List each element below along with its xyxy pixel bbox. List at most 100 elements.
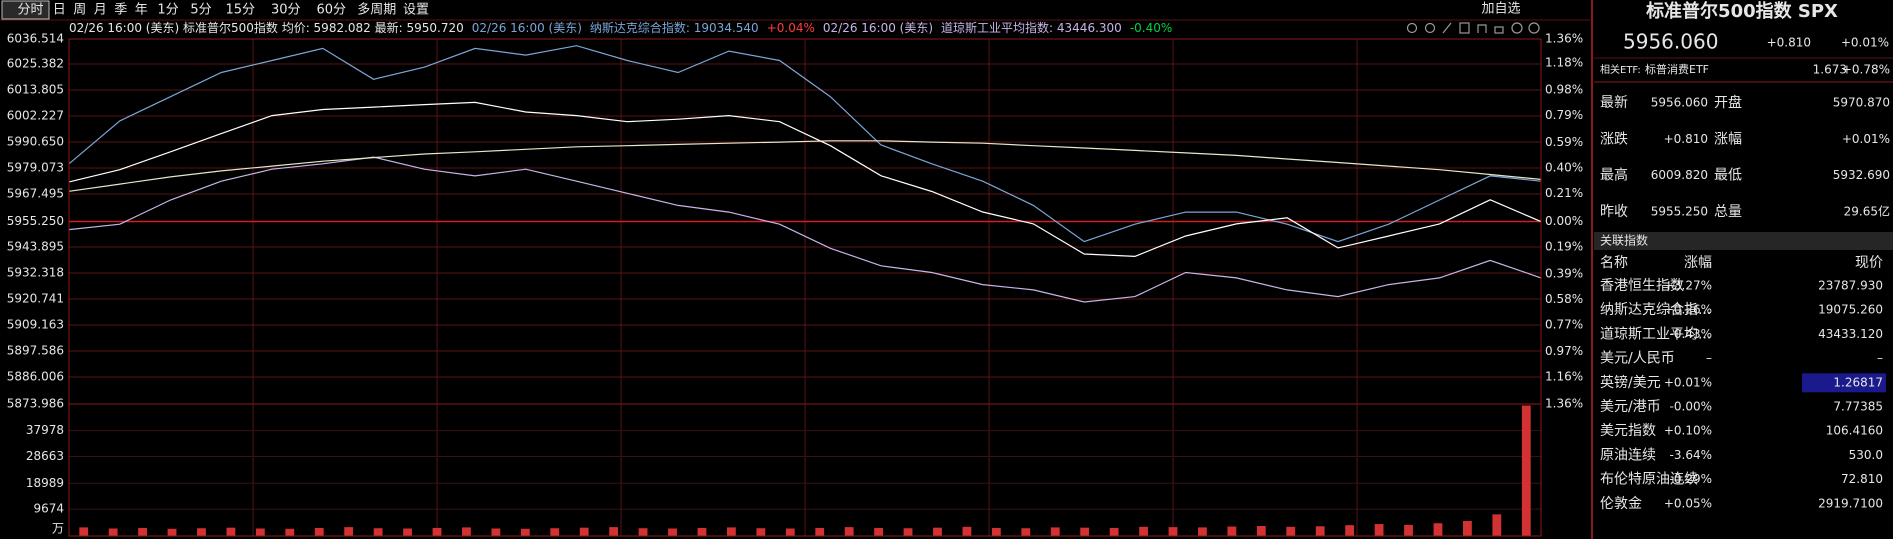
y2-tick-label: 0.21%: [1545, 186, 1583, 200]
tool-icon[interactable]: [1477, 24, 1487, 33]
volume-tick-label: 28663: [26, 449, 64, 463]
tool-icon[interactable]: [1494, 26, 1504, 34]
info-item: +0.04%: [767, 21, 815, 35]
index-name[interactable]: 美元/人民币: [1600, 351, 1675, 367]
index-name[interactable]: 布伦特原油连续: [1600, 471, 1698, 488]
y-tick-label: 5990.650: [7, 134, 64, 148]
y-tick-label: 6036.514: [7, 32, 64, 46]
volume-bar: [462, 527, 471, 536]
info-bar: 02/26 16:00 (美东) 标准普尔500指数 均价: 5982.082 …: [69, 20, 1172, 35]
tab[interactable]: 60分: [316, 3, 346, 18]
tool-icon[interactable]: [1442, 22, 1452, 34]
y-tick-label: 6013.805: [7, 82, 64, 96]
y2-tick-label: 0.39%: [1545, 266, 1583, 280]
index-name[interactable]: 美元/港币: [1600, 399, 1661, 415]
index-name[interactable]: 美元指数: [1600, 423, 1656, 439]
info-item: 02/26 16:00 (美东): [823, 21, 933, 35]
tab[interactable]: 5分: [190, 3, 211, 18]
volume-bar: [1080, 527, 1090, 536]
volume-bar: [962, 526, 972, 536]
y2-tick-label: 0.58%: [1545, 292, 1583, 306]
column-header: 涨幅: [1684, 255, 1712, 271]
index-name[interactable]: 香港恒生指数: [1600, 278, 1684, 294]
tool-icon[interactable]: [1528, 22, 1540, 34]
index-price: 72.810: [1841, 472, 1883, 486]
volume-bar: [1198, 527, 1207, 536]
y2-tick-label: 1.36%: [1545, 397, 1583, 411]
volume-unit: 万: [52, 522, 64, 536]
tool-icon[interactable]: [1406, 22, 1418, 34]
volume-bar: [108, 528, 118, 536]
stat-label: 总量: [1714, 204, 1742, 220]
volume-bar: [344, 527, 354, 536]
volume-bar: [785, 528, 795, 536]
y2-tick-label: 1.18%: [1545, 56, 1583, 70]
stat-value: 5932.690: [1833, 168, 1890, 182]
volume-bar: [697, 527, 707, 536]
add-watchlist[interactable]: 加自选: [1481, 2, 1520, 17]
volume-bar: [403, 528, 412, 536]
tool-icon[interactable]: [1511, 22, 1523, 34]
stat-value: 6009.820: [1651, 168, 1708, 182]
index-name[interactable]: 道琼斯工业平均...: [1600, 326, 1711, 342]
tab[interactable]: 设置: [403, 3, 429, 18]
volume-bar: [815, 527, 825, 536]
volume-bar: [520, 528, 530, 536]
volume-bar: [138, 527, 148, 536]
tab-active-bg: [1, 0, 50, 20]
volume-bar: [1286, 526, 1296, 536]
y2-tick-label: 0.00%: [1545, 214, 1583, 228]
tab[interactable]: 季: [114, 3, 127, 18]
y-tick-label: 6002.227: [7, 109, 64, 123]
tab[interactable]: 分时: [17, 3, 43, 18]
info-item: 道琼斯工业平均指数: 43446.300: [941, 20, 1122, 35]
volume-bar: [1404, 524, 1413, 536]
tool-icon[interactable]: [1459, 22, 1470, 34]
tab[interactable]: 年: [135, 3, 148, 18]
index-price: 43433.120: [1818, 327, 1883, 341]
volume-bar: [874, 527, 884, 536]
volume-bar: [638, 528, 648, 536]
info-item: 纳斯达克综合指数: 19034.540: [590, 20, 759, 35]
row-highlight: [1802, 373, 1886, 393]
tab[interactable]: 15分: [225, 3, 255, 18]
y2-tick-label: 0.19%: [1545, 239, 1583, 253]
volume-bar: [933, 527, 942, 536]
index-name[interactable]: 纳斯达克综合指...: [1600, 302, 1711, 318]
volume-bar: [1345, 525, 1355, 536]
tab[interactable]: 月: [94, 3, 107, 18]
index-name[interactable]: 伦敦金: [1600, 496, 1642, 512]
y2-tick-label: 0.79%: [1545, 108, 1583, 122]
volume-bar: [1256, 526, 1266, 536]
volume-tick-label: 9674: [33, 502, 64, 516]
etf-name[interactable]: 标普消费ETF: [1645, 62, 1709, 76]
tool-icon[interactable]: [1424, 22, 1436, 34]
tab[interactable]: 多周期: [357, 2, 396, 18]
volume-bar: [79, 527, 89, 536]
index-name[interactable]: 原油连续: [1600, 446, 1656, 463]
chart-frame: [68, 38, 1542, 537]
index-change: +0.01%: [1664, 375, 1712, 389]
volume-bar: [314, 527, 324, 536]
quote-title: 标准普尔500指数 SPX: [1645, 0, 1838, 22]
y-tick-label: 5955.250: [7, 214, 64, 228]
stat-value: 5956.060: [1651, 96, 1708, 110]
tab[interactable]: 日: [53, 3, 66, 18]
index-change: +0.05%: [1664, 496, 1712, 510]
volume-bar: [550, 528, 560, 536]
tab[interactable]: 周: [73, 3, 86, 18]
index-change: -0.29%: [1670, 472, 1712, 486]
y-tick-label: 5943.895: [7, 240, 64, 254]
tab[interactable]: 30分: [271, 3, 301, 18]
y-tick-label: 5932.318: [7, 265, 64, 279]
volume-bar: [726, 527, 736, 536]
stat-label: 昨收: [1600, 204, 1628, 220]
volume-bar: [609, 527, 619, 536]
index-name[interactable]: 英镑/美元: [1600, 374, 1661, 391]
stat-value: +0.01%: [1842, 132, 1890, 146]
volume-bar: [1109, 527, 1119, 536]
info-item: 02/26 16:00 (美东): [472, 21, 582, 35]
index-change: +0.26%: [1664, 303, 1712, 317]
tab[interactable]: 1分: [157, 3, 178, 18]
